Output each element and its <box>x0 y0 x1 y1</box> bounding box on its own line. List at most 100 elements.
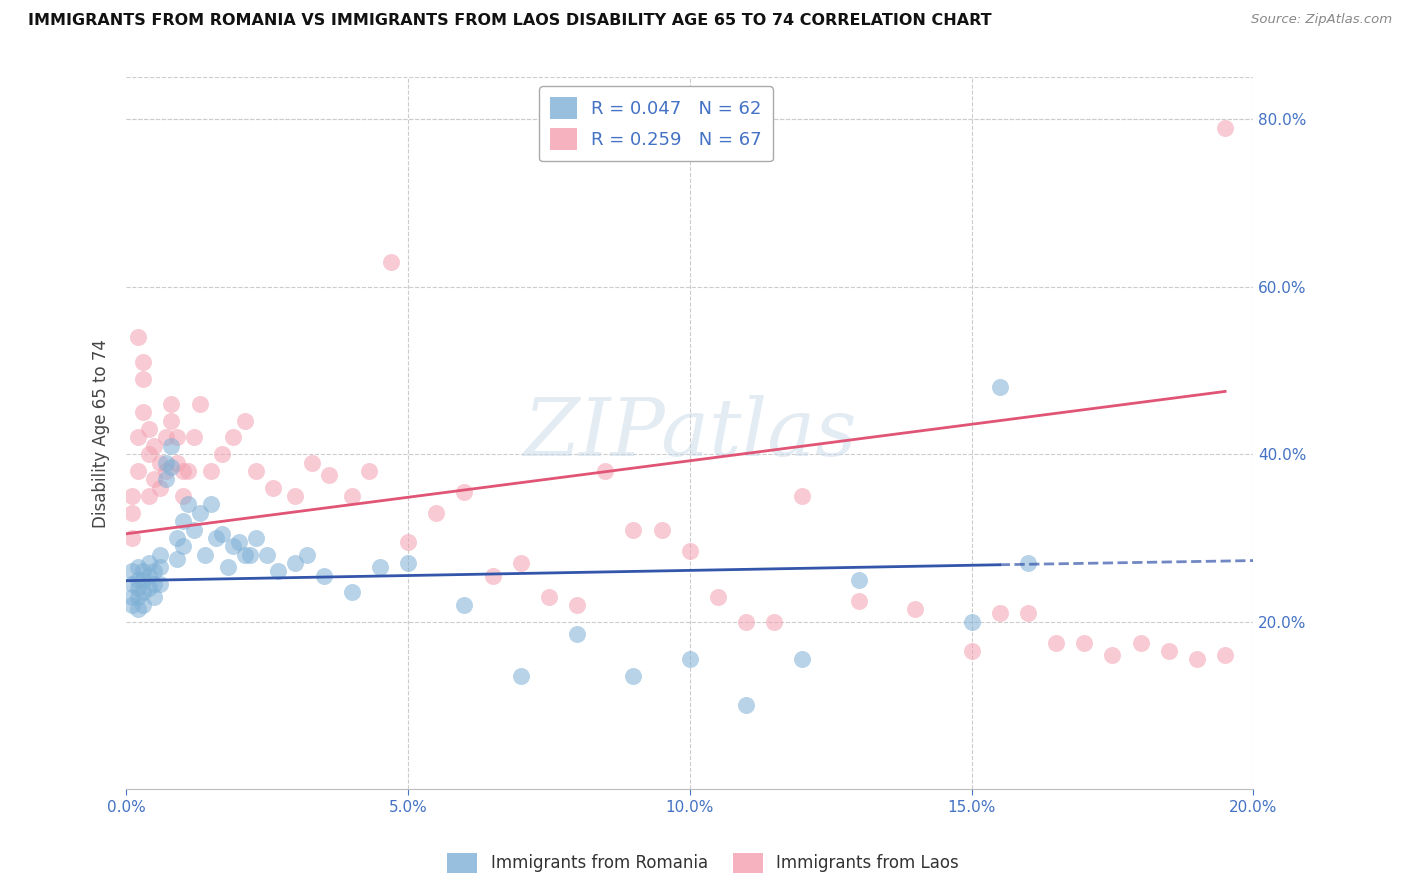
Point <box>340 585 363 599</box>
Point <box>166 430 188 444</box>
Point <box>1213 120 1236 135</box>
Point <box>121 506 143 520</box>
Text: Source: ZipAtlas.com: Source: ZipAtlas.com <box>1251 13 1392 27</box>
Point <box>1157 644 1180 658</box>
Point <box>121 590 143 604</box>
Y-axis label: Disability Age 65 to 74: Disability Age 65 to 74 <box>93 339 110 528</box>
Point <box>205 531 228 545</box>
Point <box>160 439 183 453</box>
Point <box>509 556 531 570</box>
Point <box>138 489 160 503</box>
Point <box>121 531 143 545</box>
Point <box>340 489 363 503</box>
Point <box>155 464 177 478</box>
Point <box>1101 648 1123 663</box>
Point <box>318 468 340 483</box>
Point <box>172 539 194 553</box>
Point <box>735 698 758 713</box>
Point <box>565 598 588 612</box>
Point <box>127 430 149 444</box>
Point <box>509 669 531 683</box>
Point <box>132 372 155 386</box>
Point <box>132 565 155 579</box>
Point <box>1017 607 1039 621</box>
Point <box>792 489 814 503</box>
Point <box>127 330 149 344</box>
Point <box>211 447 233 461</box>
Point <box>368 560 391 574</box>
Point <box>679 652 702 666</box>
Point <box>262 481 284 495</box>
Point <box>396 535 419 549</box>
Point <box>194 548 217 562</box>
Point <box>565 627 588 641</box>
Point <box>988 607 1011 621</box>
Point <box>177 464 200 478</box>
Point <box>166 552 188 566</box>
Point <box>960 644 983 658</box>
Point <box>763 615 786 629</box>
Point <box>143 577 166 591</box>
Point <box>245 531 267 545</box>
Point <box>143 472 166 486</box>
Point <box>121 565 143 579</box>
Point <box>149 548 172 562</box>
Point <box>183 430 205 444</box>
Point <box>284 556 307 570</box>
Point <box>132 573 155 587</box>
Point <box>160 414 183 428</box>
Point <box>312 568 335 582</box>
Point <box>138 447 160 461</box>
Text: ZIPatlas: ZIPatlas <box>523 394 856 472</box>
Point <box>149 481 172 495</box>
Point <box>127 573 149 587</box>
Point <box>481 568 503 582</box>
Point <box>848 593 870 607</box>
Point <box>623 669 645 683</box>
Point <box>301 456 323 470</box>
Point <box>735 615 758 629</box>
Point <box>222 430 245 444</box>
Point <box>149 577 172 591</box>
Point <box>707 590 730 604</box>
Point <box>155 456 177 470</box>
Point <box>211 526 233 541</box>
Point <box>396 556 419 570</box>
Point <box>149 560 172 574</box>
Point <box>228 535 250 549</box>
Point <box>132 355 155 369</box>
Point <box>172 464 194 478</box>
Point <box>239 548 262 562</box>
Point <box>143 565 166 579</box>
Point <box>904 602 927 616</box>
Point <box>177 498 200 512</box>
Point <box>138 568 160 582</box>
Point <box>380 254 402 268</box>
Point <box>200 464 222 478</box>
Point <box>166 456 188 470</box>
Point <box>245 464 267 478</box>
Point <box>183 523 205 537</box>
Point <box>132 585 155 599</box>
Point <box>295 548 318 562</box>
Point <box>453 598 475 612</box>
Point <box>127 581 149 595</box>
Point <box>160 459 183 474</box>
Legend: R = 0.047   N = 62, R = 0.259   N = 67: R = 0.047 N = 62, R = 0.259 N = 67 <box>538 87 773 161</box>
Point <box>127 602 149 616</box>
Point <box>217 560 239 574</box>
Point <box>172 514 194 528</box>
Point <box>138 422 160 436</box>
Text: IMMIGRANTS FROM ROMANIA VS IMMIGRANTS FROM LAOS DISABILITY AGE 65 TO 74 CORRELAT: IMMIGRANTS FROM ROMANIA VS IMMIGRANTS FR… <box>28 13 991 29</box>
Point <box>537 590 560 604</box>
Point <box>155 430 177 444</box>
Point <box>792 652 814 666</box>
Point <box>222 539 245 553</box>
Point <box>453 484 475 499</box>
Point <box>1045 635 1067 649</box>
Point <box>256 548 278 562</box>
Point <box>138 581 160 595</box>
Point <box>1185 652 1208 666</box>
Point <box>267 565 290 579</box>
Point <box>149 456 172 470</box>
